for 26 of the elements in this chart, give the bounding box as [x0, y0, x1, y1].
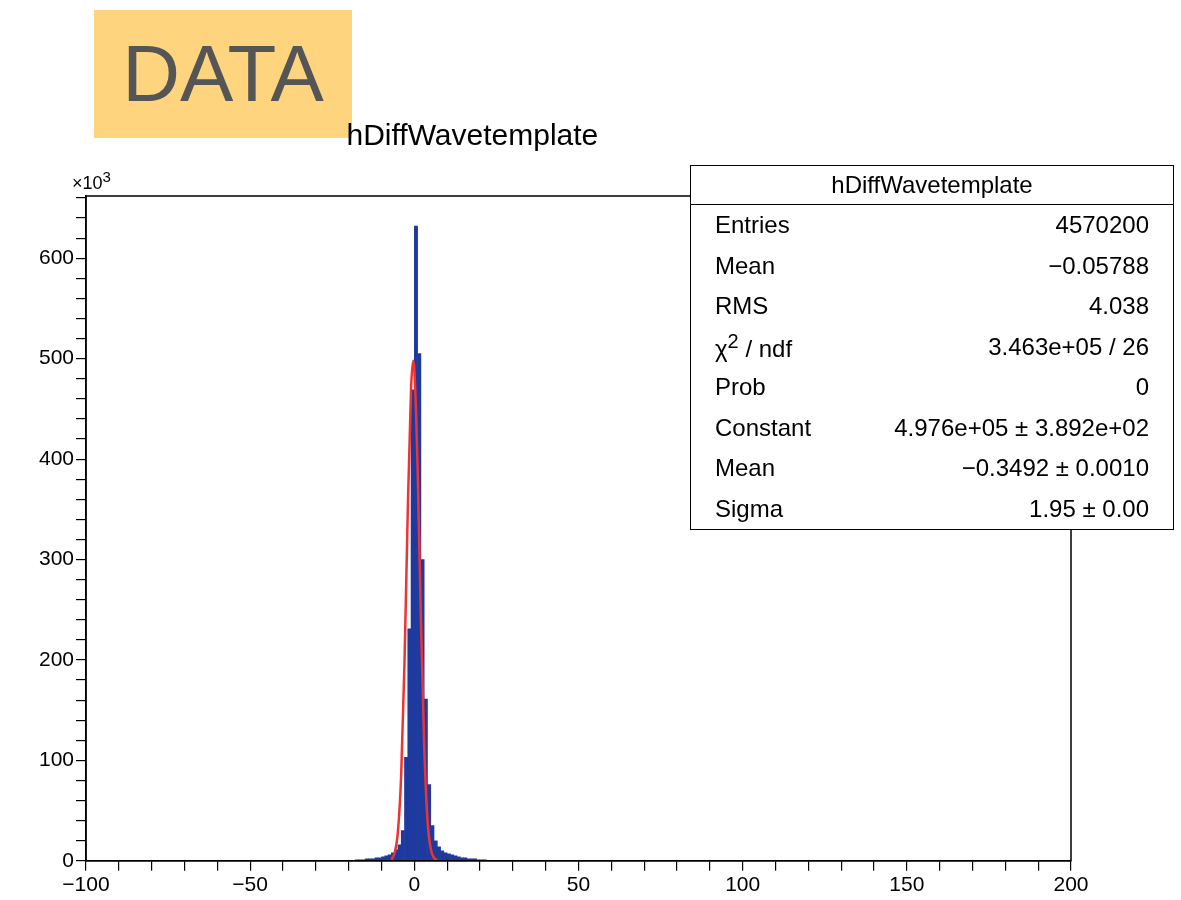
- x-tick-label: 100: [725, 872, 761, 896]
- x-tick-label: 0: [408, 872, 421, 896]
- y-tick-label: 600: [38, 245, 74, 269]
- text: DATA: [122, 29, 324, 118]
- y-tick-label: 400: [38, 445, 74, 469]
- text: ×10$^{3}$: [72, 168, 111, 194]
- annotation: hDiffWavetemplate: [691, 166, 1173, 205]
- x-tick-label: 200: [1053, 872, 1089, 896]
- y-tick-label: 0: [62, 847, 74, 871]
- y-tick-label: 200: [38, 646, 74, 670]
- text: RMS 4.038: [715, 292, 1149, 320]
- chart-title: hDiffWavetemplate: [345, 118, 600, 152]
- y-tick-label: 100: [38, 747, 74, 771]
- text: χ$^{2}$ / ndf 3.463e+05 / 26: [715, 330, 1149, 363]
- text: Entries 4570200: [715, 211, 1149, 239]
- text: Prob 0: [715, 373, 1149, 401]
- text: Mean −0.05788: [715, 251, 1149, 279]
- x-tick-label: −100: [62, 872, 110, 896]
- text: Constant 4.976e+05 ± 3.892e+02: [715, 413, 1149, 441]
- x-tick-label: 150: [889, 872, 925, 896]
- x-tick-label: 50: [566, 872, 591, 896]
- text: Mean −0.3492 ± 0.0010: [715, 454, 1149, 482]
- y-tick-label: 500: [38, 345, 74, 369]
- y-tick-label: 300: [38, 546, 74, 570]
- text: Sigma 1.95 ± 0.00: [715, 494, 1149, 522]
- x-tick-label: −50: [232, 872, 268, 896]
